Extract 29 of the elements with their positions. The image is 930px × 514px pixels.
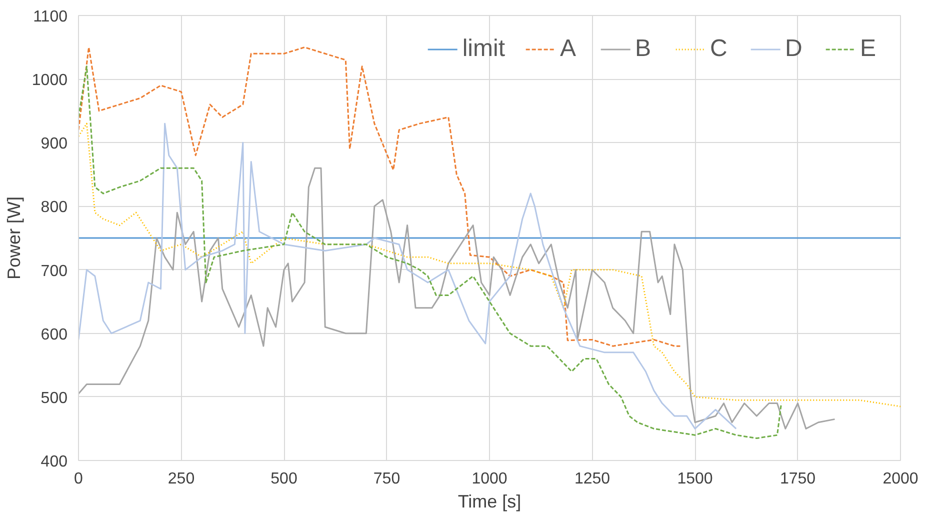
x-tick-label: 500 bbox=[270, 470, 298, 488]
x-tick-label: 250 bbox=[168, 470, 195, 488]
y-tick-label: 900 bbox=[40, 136, 68, 153]
y-tick-label: 400 bbox=[40, 454, 68, 470]
x-tick-label: 1500 bbox=[677, 470, 713, 488]
x-tick-label: 0 bbox=[74, 470, 84, 488]
line-series bbox=[78, 66, 782, 439]
y-axis-title: Power [W] bbox=[4, 196, 24, 280]
legend-label: limit bbox=[462, 35, 505, 63]
x-axis-title: Time [s] bbox=[458, 492, 522, 512]
x-tick-label: 750 bbox=[373, 470, 400, 488]
legend-label: C bbox=[710, 35, 728, 63]
legend-label: B bbox=[635, 35, 652, 63]
y-tick-label: 800 bbox=[40, 199, 68, 216]
line-series bbox=[78, 167, 836, 430]
y-tick-label: 700 bbox=[40, 262, 68, 280]
line-series bbox=[78, 122, 900, 408]
line-series bbox=[78, 122, 737, 430]
y-tick-label: 1000 bbox=[32, 72, 68, 90]
legend-label: E bbox=[860, 35, 878, 63]
x-tick-label: 1250 bbox=[574, 470, 610, 488]
x-tick-label: 1000 bbox=[472, 470, 508, 488]
x-tick-label: 1750 bbox=[780, 470, 816, 488]
x-tick-label: 2000 bbox=[882, 470, 918, 488]
legend-label: A bbox=[560, 35, 578, 63]
y-tick-label: 1100 bbox=[33, 8, 68, 26]
y-tick-label: 500 bbox=[40, 390, 68, 407]
legend-label: D bbox=[785, 35, 804, 63]
y-tick-label: 600 bbox=[40, 326, 68, 344]
